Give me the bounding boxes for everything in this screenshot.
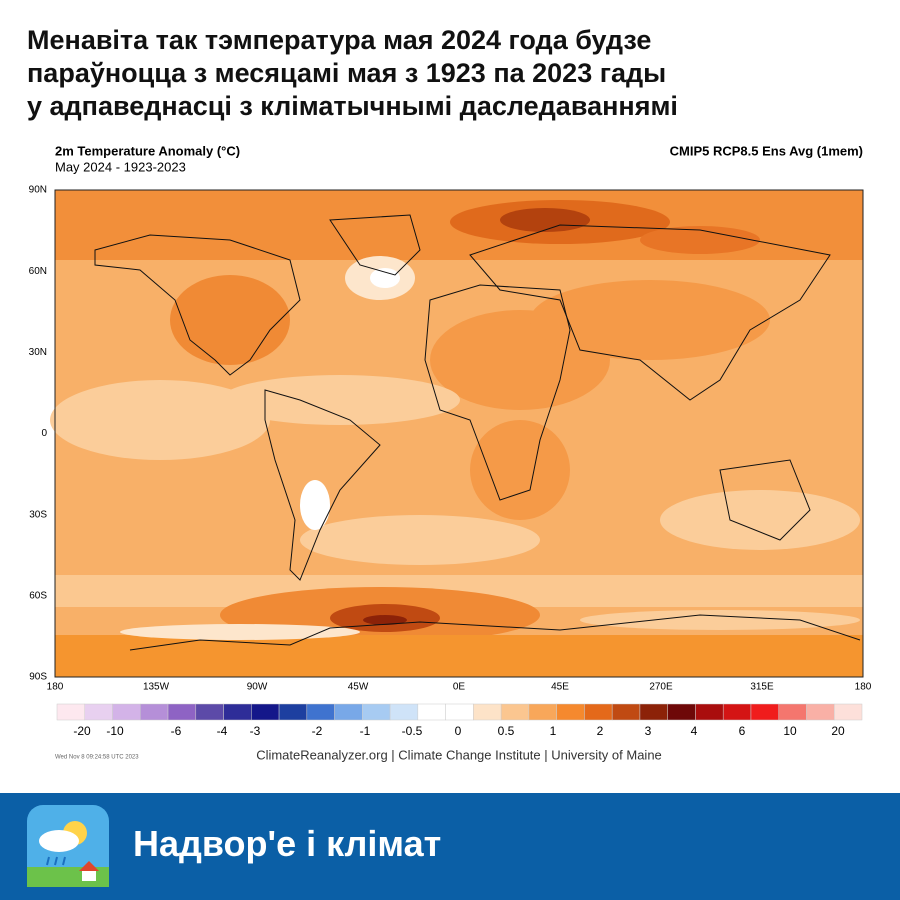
colorbar-swatch [611, 703, 641, 721]
colorbar-label: -1 [360, 724, 371, 738]
headline-line: у адпаведнасці з кліматычнымі даследаван… [27, 91, 678, 121]
colorbar-swatch [806, 703, 835, 721]
colorbar-swatch [84, 703, 113, 721]
colorbar-swatch [56, 703, 86, 721]
colorbar-label: 2 [597, 724, 604, 738]
colorbar-swatch [306, 703, 335, 721]
lon-label: 135W [143, 682, 170, 693]
lat-label: 60S [29, 590, 47, 601]
lat-label: 30N [29, 347, 47, 358]
colorbar-label: 0.5 [498, 724, 515, 738]
colorbar-swatch [584, 703, 613, 721]
map-frame [54, 189, 864, 678]
lon-label: 90W [247, 682, 268, 693]
lon-label: 315E [750, 682, 774, 693]
colorbar-swatch [722, 703, 752, 721]
credit: ClimateReanalyzer.org | Climate Change I… [256, 747, 662, 762]
model-label: CMIP5 RCP8.5 Ens Avg (1mem) [670, 143, 863, 158]
lat-label: 30S [29, 509, 47, 520]
colorbar-swatch [334, 703, 363, 721]
headline-line: параўноцца з месяцамі мая з 1923 па 2023… [27, 58, 667, 88]
coastlines [94, 214, 861, 651]
colorbar-label: -20 [73, 724, 91, 738]
colorbar-label: 20 [831, 724, 845, 738]
lon-label: 45W [348, 682, 369, 693]
lat-label: 90S [29, 672, 47, 683]
colorbar-swatch [389, 703, 419, 721]
app-icon [27, 805, 109, 887]
lon-label: 180 [855, 682, 872, 693]
colorbar-label: 0 [455, 724, 462, 738]
map-subtitle: May 2024 - 1923-2023 [55, 159, 186, 174]
colorbar-swatch [667, 703, 696, 721]
map-title: 2m Temperature Anomaly (°C) [55, 143, 240, 158]
headline: Менавіта так тэмпература мая 2024 года б… [27, 24, 678, 123]
colorbar-swatch [140, 703, 169, 721]
lon-label: 0E [453, 682, 466, 693]
colorbar-swatch [278, 703, 308, 721]
lon-label: 270E [649, 682, 673, 693]
colorbar-swatch [639, 703, 668, 721]
colorbar-label: -0.5 [402, 724, 423, 738]
lat-label: 0 [41, 428, 47, 439]
lon-label: 45E [551, 682, 569, 693]
colorbar-swatch [445, 703, 474, 721]
brand: Надвор'е і клімат [133, 823, 442, 864]
map-figure: 2m Temperature Anomaly (°C) May 2024 - 1… [29, 143, 872, 762]
headline-line: Менавіта так тэмпература мая 2024 года б… [27, 25, 652, 55]
colorbar-swatch [251, 703, 280, 721]
heatmap [50, 190, 863, 677]
colorbar-swatch [500, 703, 530, 721]
colorbar-label: 1 [550, 724, 557, 738]
colorbar-swatch [473, 703, 502, 721]
colorbar-label: -4 [217, 724, 228, 738]
colorbar-swatch [528, 703, 557, 721]
footer-bar: Надвор'е і клімат [0, 793, 900, 900]
timestamp: Wed Nov 8 09:24:58 UTC 2023 [55, 755, 139, 761]
colorbar-label: -2 [312, 724, 323, 738]
colorbar-label: 6 [739, 724, 746, 738]
colorbar-label: 3 [645, 724, 652, 738]
colorbar-label: 10 [783, 724, 797, 738]
colorbar-swatch [112, 703, 141, 721]
colorbar-label: 4 [691, 724, 698, 738]
lat-label: 90N [29, 185, 47, 196]
colorbar-swatch [417, 703, 446, 721]
colorbar-label: -3 [250, 724, 261, 738]
colorbar-label: -10 [106, 724, 124, 738]
colorbar-swatch [362, 703, 391, 721]
colorbar-swatch [167, 703, 197, 721]
colorbar-swatch [750, 703, 779, 721]
colorbar-swatch [778, 703, 807, 721]
lon-label: 180 [47, 682, 64, 693]
colorbar-swatch [833, 703, 863, 721]
colorbar-label: -6 [171, 724, 182, 738]
colorbar-swatch [695, 703, 724, 721]
colorbar-swatch [556, 703, 585, 721]
lat-label: 60N [29, 266, 47, 277]
colorbar-swatch [223, 703, 252, 721]
colorbar-swatch [195, 703, 224, 721]
